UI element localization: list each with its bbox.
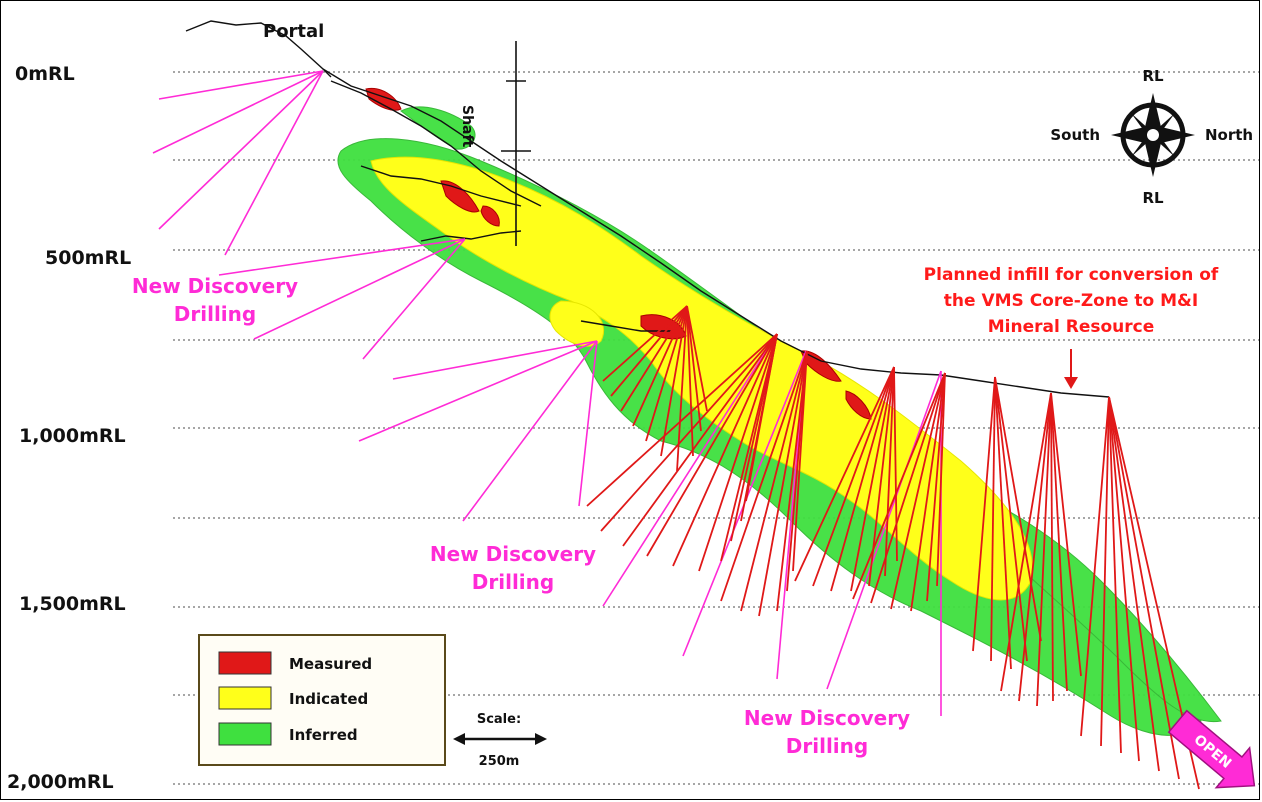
discovery-hole <box>153 71 323 153</box>
compass: RL RL South North <box>1050 67 1253 207</box>
discovery-label-line2: Drilling <box>786 734 868 758</box>
compass-center <box>1147 129 1159 141</box>
discovery-label-3: New Discovery Drilling <box>744 706 910 758</box>
indicated-main-body <box>371 157 1033 600</box>
legend-label-inferred: Inferred <box>289 726 358 744</box>
compass-label-left: South <box>1050 126 1100 144</box>
scale-bar: Scale: 250m <box>453 712 547 769</box>
indicated-zones <box>371 157 1033 600</box>
discovery-hole <box>363 239 465 359</box>
discovery-label-1: New Discovery Drilling <box>132 274 298 326</box>
discovery-label-line2: Drilling <box>472 570 554 594</box>
rl-label-0: 0mRL <box>15 63 75 85</box>
shaft-label: Shaft <box>459 105 475 148</box>
legend: Measured Indicated Inferred <box>199 635 445 765</box>
discovery-label-line1: New Discovery <box>430 542 596 566</box>
legend-swatch-measured <box>219 652 271 674</box>
discovery-hole <box>463 341 597 521</box>
portal-label: Portal <box>263 21 324 42</box>
scale-value: 250m <box>479 754 520 769</box>
rl-label-1000: 1,000mRL <box>19 425 126 447</box>
planned-infill-annotation: Planned infill for conversion of the VMS… <box>924 265 1219 389</box>
rl-label-1500: 1,500mRL <box>19 593 126 615</box>
planned-infill-arrow-head <box>1064 377 1078 389</box>
legend-label-measured: Measured <box>289 655 372 673</box>
legend-swatch-inferred <box>219 723 271 745</box>
discovery-label-line2: Drilling <box>174 302 256 326</box>
measured-lens-1 <box>366 88 401 110</box>
legend-label-indicated: Indicated <box>289 690 368 708</box>
scale-title: Scale: <box>477 712 521 727</box>
discovery-label-2: New Discovery Drilling <box>430 542 596 594</box>
planned-infill-line2: the VMS Core-Zone to M&I <box>944 291 1198 311</box>
rl-labels: 0mRL 500mRL 1,000mRL 1,500mRL 2,000mRL <box>7 63 131 793</box>
compass-label-right: North <box>1205 126 1253 144</box>
compass-label-bottom: RL <box>1142 189 1164 207</box>
planned-infill-line3: Mineral Resource <box>988 317 1155 337</box>
scale-arrow-left <box>453 733 465 745</box>
scale-arrow-right <box>535 733 547 745</box>
planned-infill-line1: Planned infill for conversion of <box>924 265 1219 285</box>
discovery-hole <box>225 71 323 255</box>
compass-label-top: RL <box>1142 67 1164 85</box>
discovery-label-line1: New Discovery <box>132 274 298 298</box>
rl-label-2000: 2,000mRL <box>7 771 114 793</box>
discovery-label-line1: New Discovery <box>744 706 910 730</box>
rl-label-500: 500mRL <box>45 247 131 269</box>
discovery-hole <box>359 341 597 441</box>
discovery-hole <box>393 341 597 379</box>
legend-swatch-indicated <box>219 687 271 709</box>
